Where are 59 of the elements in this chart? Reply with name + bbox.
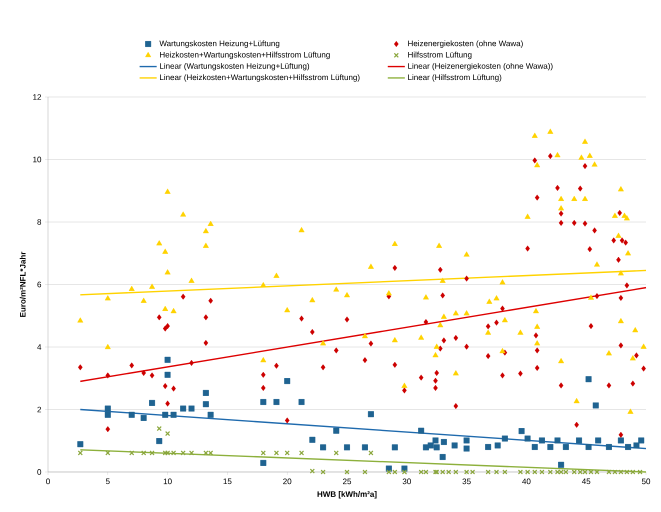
y-tick-label: 12	[33, 94, 42, 100]
point	[453, 469, 458, 475]
legend-label: Hilfsstrom Lüftung	[408, 52, 472, 60]
point	[149, 450, 155, 456]
x-tick-label: 40	[522, 478, 531, 484]
point	[298, 450, 304, 456]
point	[494, 469, 500, 475]
point	[162, 450, 168, 456]
point	[532, 469, 538, 475]
x-tick-label: 15	[224, 478, 232, 484]
x-tick-label: 20	[283, 478, 292, 484]
x-tick-label: 50	[642, 478, 650, 484]
point	[78, 450, 83, 456]
x-tick-label: 0	[46, 478, 50, 484]
point	[334, 450, 339, 456]
legend-label: Heizkosten+Wartungskosten+Hilfsstrom Lüftung	[160, 52, 330, 60]
x-axis-title: HWB [kWh/m²a]	[318, 491, 377, 499]
y-tick-label: 8	[37, 219, 42, 225]
point	[362, 469, 368, 475]
x-tick-label: 25	[342, 478, 352, 484]
x-tick-label: 30	[402, 478, 411, 484]
point	[402, 469, 407, 475]
point	[548, 469, 553, 475]
legend-label: Linear (Heizkosten+Wartungskosten+Hilfsstrom Lüftung)	[160, 74, 360, 82]
point	[180, 450, 186, 456]
x-tick-label: 10	[164, 478, 172, 484]
point	[637, 469, 643, 475]
legend-label: Linear (Wartungskosten Heizung+Lüftung)	[160, 62, 310, 70]
x-tick-label: 45	[582, 478, 590, 484]
point	[274, 450, 280, 456]
point	[502, 469, 508, 475]
point	[486, 469, 491, 475]
point	[344, 469, 350, 475]
point	[260, 450, 266, 456]
point	[141, 450, 146, 456]
y-tick-label: 2	[37, 406, 42, 412]
y-tick-label: 10	[33, 156, 42, 162]
point	[518, 469, 524, 475]
legend-label: Heizenergiekosten (ohne Wawa)	[408, 40, 523, 48]
point	[320, 469, 326, 475]
x-tick-label: 35	[462, 478, 471, 484]
legend-label: Linear (Heizenergiekosten (ohne Wawa))	[408, 62, 553, 70]
point	[539, 469, 545, 475]
point	[368, 450, 374, 456]
point	[105, 450, 110, 456]
y-axis-title: Euro/m²NFL*Jahr	[20, 252, 26, 317]
y-tick-label: 4	[37, 344, 42, 350]
point	[165, 430, 170, 436]
point	[188, 450, 194, 456]
y-tick-label: 0	[37, 469, 42, 475]
legend-label: Linear (Hilfsstrom Lüftung)	[408, 74, 502, 82]
point	[156, 426, 162, 432]
legend-label: Wartungskosten Heizung+Lüftung	[159, 40, 280, 48]
point	[525, 469, 530, 475]
point	[310, 468, 315, 474]
point	[284, 450, 290, 456]
x-tick-label: 5	[106, 478, 110, 484]
point	[129, 450, 134, 456]
y-tick-label: 6	[37, 282, 42, 288]
